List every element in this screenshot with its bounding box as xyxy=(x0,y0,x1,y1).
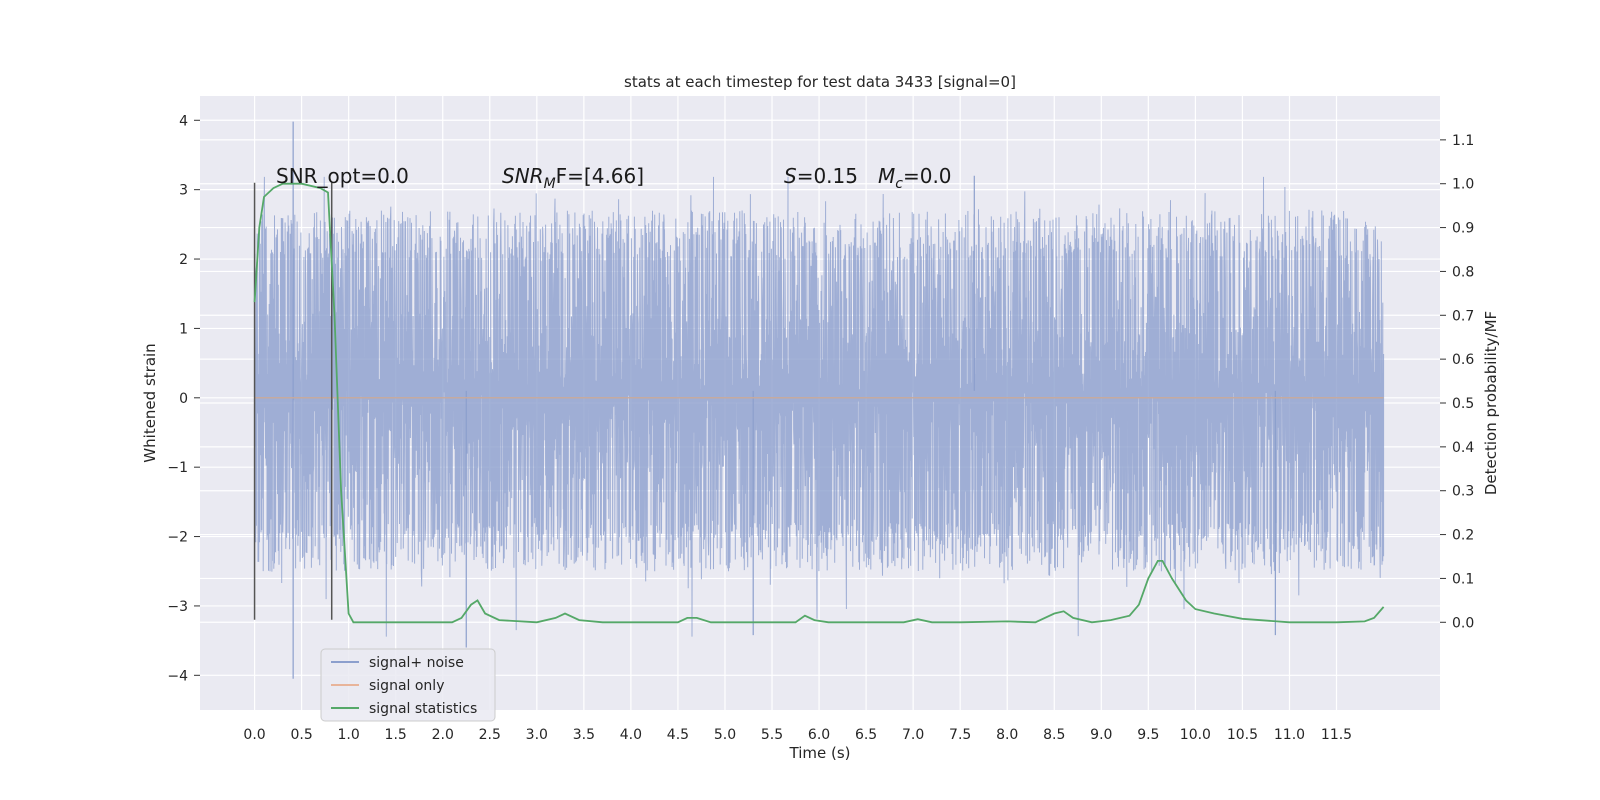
y-tick-label: 0 xyxy=(179,391,188,407)
y-tick-label: −3 xyxy=(167,599,188,615)
x-tick-label: 5.5 xyxy=(761,727,783,743)
x-tick-label: 7.5 xyxy=(949,727,971,743)
x-tick-label: 4.0 xyxy=(620,727,642,743)
y-axis-label: Whitened strain xyxy=(141,343,159,462)
annotation-snr-mf: SNRMF=[4.66] xyxy=(502,164,644,192)
y-axis-right-ticks: 1.1 1.0 0.9 0.8 0.7 0.6 0.5 0.4 0.3 0.2 0.1 0.0 xyxy=(1440,133,1474,631)
annotation-s: S=0.15 xyxy=(784,164,858,188)
y-axis-right-label: Detection probability/MF xyxy=(1482,311,1500,495)
x-tick-label: 9.0 xyxy=(1090,727,1112,743)
annotation-mc-var: M xyxy=(878,164,895,188)
legend-entry-signal-only: signal only xyxy=(369,678,444,694)
x-tick-label: 3.0 xyxy=(526,727,548,743)
annotation-mc-sub: c xyxy=(895,176,903,192)
annotation-s-var: S xyxy=(784,164,797,188)
series-signal-plus-noise xyxy=(254,121,1385,679)
y-tick-label: 2 xyxy=(179,252,188,268)
x-tick-label: 9.5 xyxy=(1137,727,1159,743)
y-right-tick-label: 0.8 xyxy=(1452,264,1474,280)
annotation-mc-rest: =0.0 xyxy=(903,164,952,188)
y-tick-label: −1 xyxy=(167,460,188,476)
x-tick-label: 1.5 xyxy=(385,727,407,743)
annotation-snr-mf-sub: M xyxy=(544,176,556,192)
chart-title: stats at each timestep for test data 343… xyxy=(624,73,1016,91)
y-tick-label: 1 xyxy=(179,321,188,337)
x-tick-label: 0.5 xyxy=(290,727,312,743)
series-signal-statistics xyxy=(253,182,1385,624)
y-tick-label: 3 xyxy=(179,183,188,199)
x-tick-label: 2.0 xyxy=(432,727,454,743)
legend-box xyxy=(320,648,496,722)
legend: signal+ noise signal only signal statist… xyxy=(320,648,496,722)
x-tick-label: 8.5 xyxy=(1043,727,1065,743)
y-tick-label: −4 xyxy=(167,668,188,684)
y-tick-label: 4 xyxy=(179,113,188,129)
x-tick-label: 11.5 xyxy=(1321,727,1352,743)
x-tick-label: 3.5 xyxy=(573,727,595,743)
signal-statistics-line xyxy=(253,182,1385,624)
y-right-tick-label: 0.4 xyxy=(1452,440,1474,456)
legend-entry-signal-plus-noise: signal+ noise xyxy=(369,655,464,671)
annotation-snr-mf-rest: F=[4.66] xyxy=(556,164,644,188)
x-tick-label: 10.5 xyxy=(1227,727,1258,743)
x-tick-label: 2.5 xyxy=(479,727,501,743)
annotation-s-rest: =0.15 xyxy=(797,164,858,188)
y-axis-ticks: 4 3 2 1 0 −1 −2 −3 −4 xyxy=(167,113,200,684)
x-tick-label: 5.0 xyxy=(714,727,736,743)
y-right-tick-label: 1.0 xyxy=(1452,177,1474,193)
y-right-tick-label: 0.6 xyxy=(1452,352,1474,368)
x-tick-label: 6.0 xyxy=(808,727,830,743)
y-right-tick-label: 0.1 xyxy=(1452,571,1474,587)
y-right-tick-label: 0.3 xyxy=(1452,484,1474,500)
x-tick-label: 11.0 xyxy=(1274,727,1305,743)
x-tick-label: 1.0 xyxy=(338,727,360,743)
x-tick-label: 7.0 xyxy=(902,727,924,743)
y-right-tick-label: 0.7 xyxy=(1452,308,1474,324)
y-right-tick-label: 0.5 xyxy=(1452,396,1474,412)
x-axis-ticks: 0.0 0.5 1.0 1.5 2.0 2.5 3.0 3.5 4.0 4.5 5.0 5.5 6.0 6… xyxy=(243,727,1352,743)
annotation-mc: Mc=0.0 xyxy=(878,164,952,192)
y-right-tick-label: 0.2 xyxy=(1452,528,1474,544)
y-right-tick-label: 0.0 xyxy=(1452,615,1474,631)
y-right-tick-label: 0.9 xyxy=(1452,221,1474,237)
x-tick-label: 10.0 xyxy=(1180,727,1211,743)
x-tick-label: 4.5 xyxy=(667,727,689,743)
x-tick-label: 8.0 xyxy=(996,727,1018,743)
x-axis-label: Time (s) xyxy=(789,744,851,762)
legend-entry-signal-statistics: signal statistics xyxy=(369,701,477,717)
y-tick-label: −2 xyxy=(167,530,188,546)
x-tick-label: 6.5 xyxy=(855,727,877,743)
x-tick-label: 0.0 xyxy=(243,727,265,743)
annotation-snr-opt: SNR_opt=0.0 xyxy=(276,164,409,188)
annotation-snr-mf-var: SNR xyxy=(502,164,544,188)
signal-plus-noise-line xyxy=(254,176,1385,637)
y-right-tick-label: 1.1 xyxy=(1452,133,1474,149)
